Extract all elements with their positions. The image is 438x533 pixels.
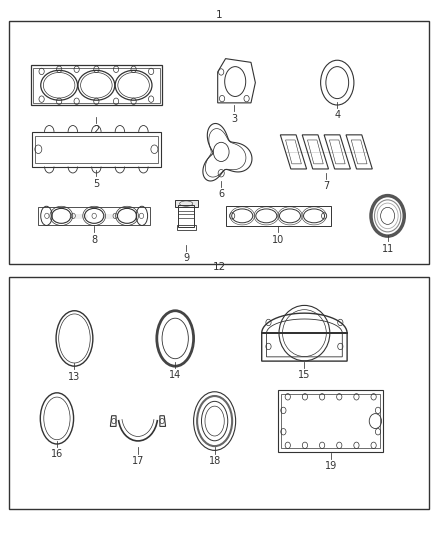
Text: 17: 17 bbox=[132, 456, 144, 466]
Bar bbox=[35, 136, 158, 163]
Text: 10: 10 bbox=[272, 235, 284, 245]
Text: 7: 7 bbox=[323, 181, 329, 191]
Bar bbox=[281, 394, 380, 448]
Text: 12: 12 bbox=[212, 262, 226, 272]
Bar bbox=[177, 225, 196, 230]
Text: 5: 5 bbox=[93, 179, 99, 189]
Text: 6: 6 bbox=[218, 189, 224, 199]
Text: 4: 4 bbox=[334, 110, 340, 120]
Text: 16: 16 bbox=[51, 449, 63, 459]
Text: 1: 1 bbox=[215, 10, 223, 20]
Bar bbox=[38, 207, 150, 225]
Text: 3: 3 bbox=[231, 114, 237, 124]
Bar bbox=[175, 200, 198, 207]
Bar bbox=[31, 66, 162, 106]
Text: 8: 8 bbox=[91, 235, 97, 245]
Text: 15: 15 bbox=[298, 370, 311, 381]
Bar bbox=[226, 206, 331, 226]
Text: 18: 18 bbox=[208, 456, 221, 466]
Text: 14: 14 bbox=[169, 370, 181, 381]
Text: 13: 13 bbox=[68, 372, 81, 382]
Text: 9: 9 bbox=[183, 253, 189, 263]
Text: 11: 11 bbox=[381, 244, 394, 254]
Bar bbox=[32, 132, 161, 166]
Bar bbox=[9, 21, 429, 264]
Text: 19: 19 bbox=[325, 461, 337, 471]
Text: 2: 2 bbox=[93, 125, 99, 135]
Bar bbox=[278, 390, 383, 452]
Bar bbox=[9, 277, 429, 509]
Bar bbox=[178, 205, 194, 227]
Bar bbox=[33, 68, 160, 102]
